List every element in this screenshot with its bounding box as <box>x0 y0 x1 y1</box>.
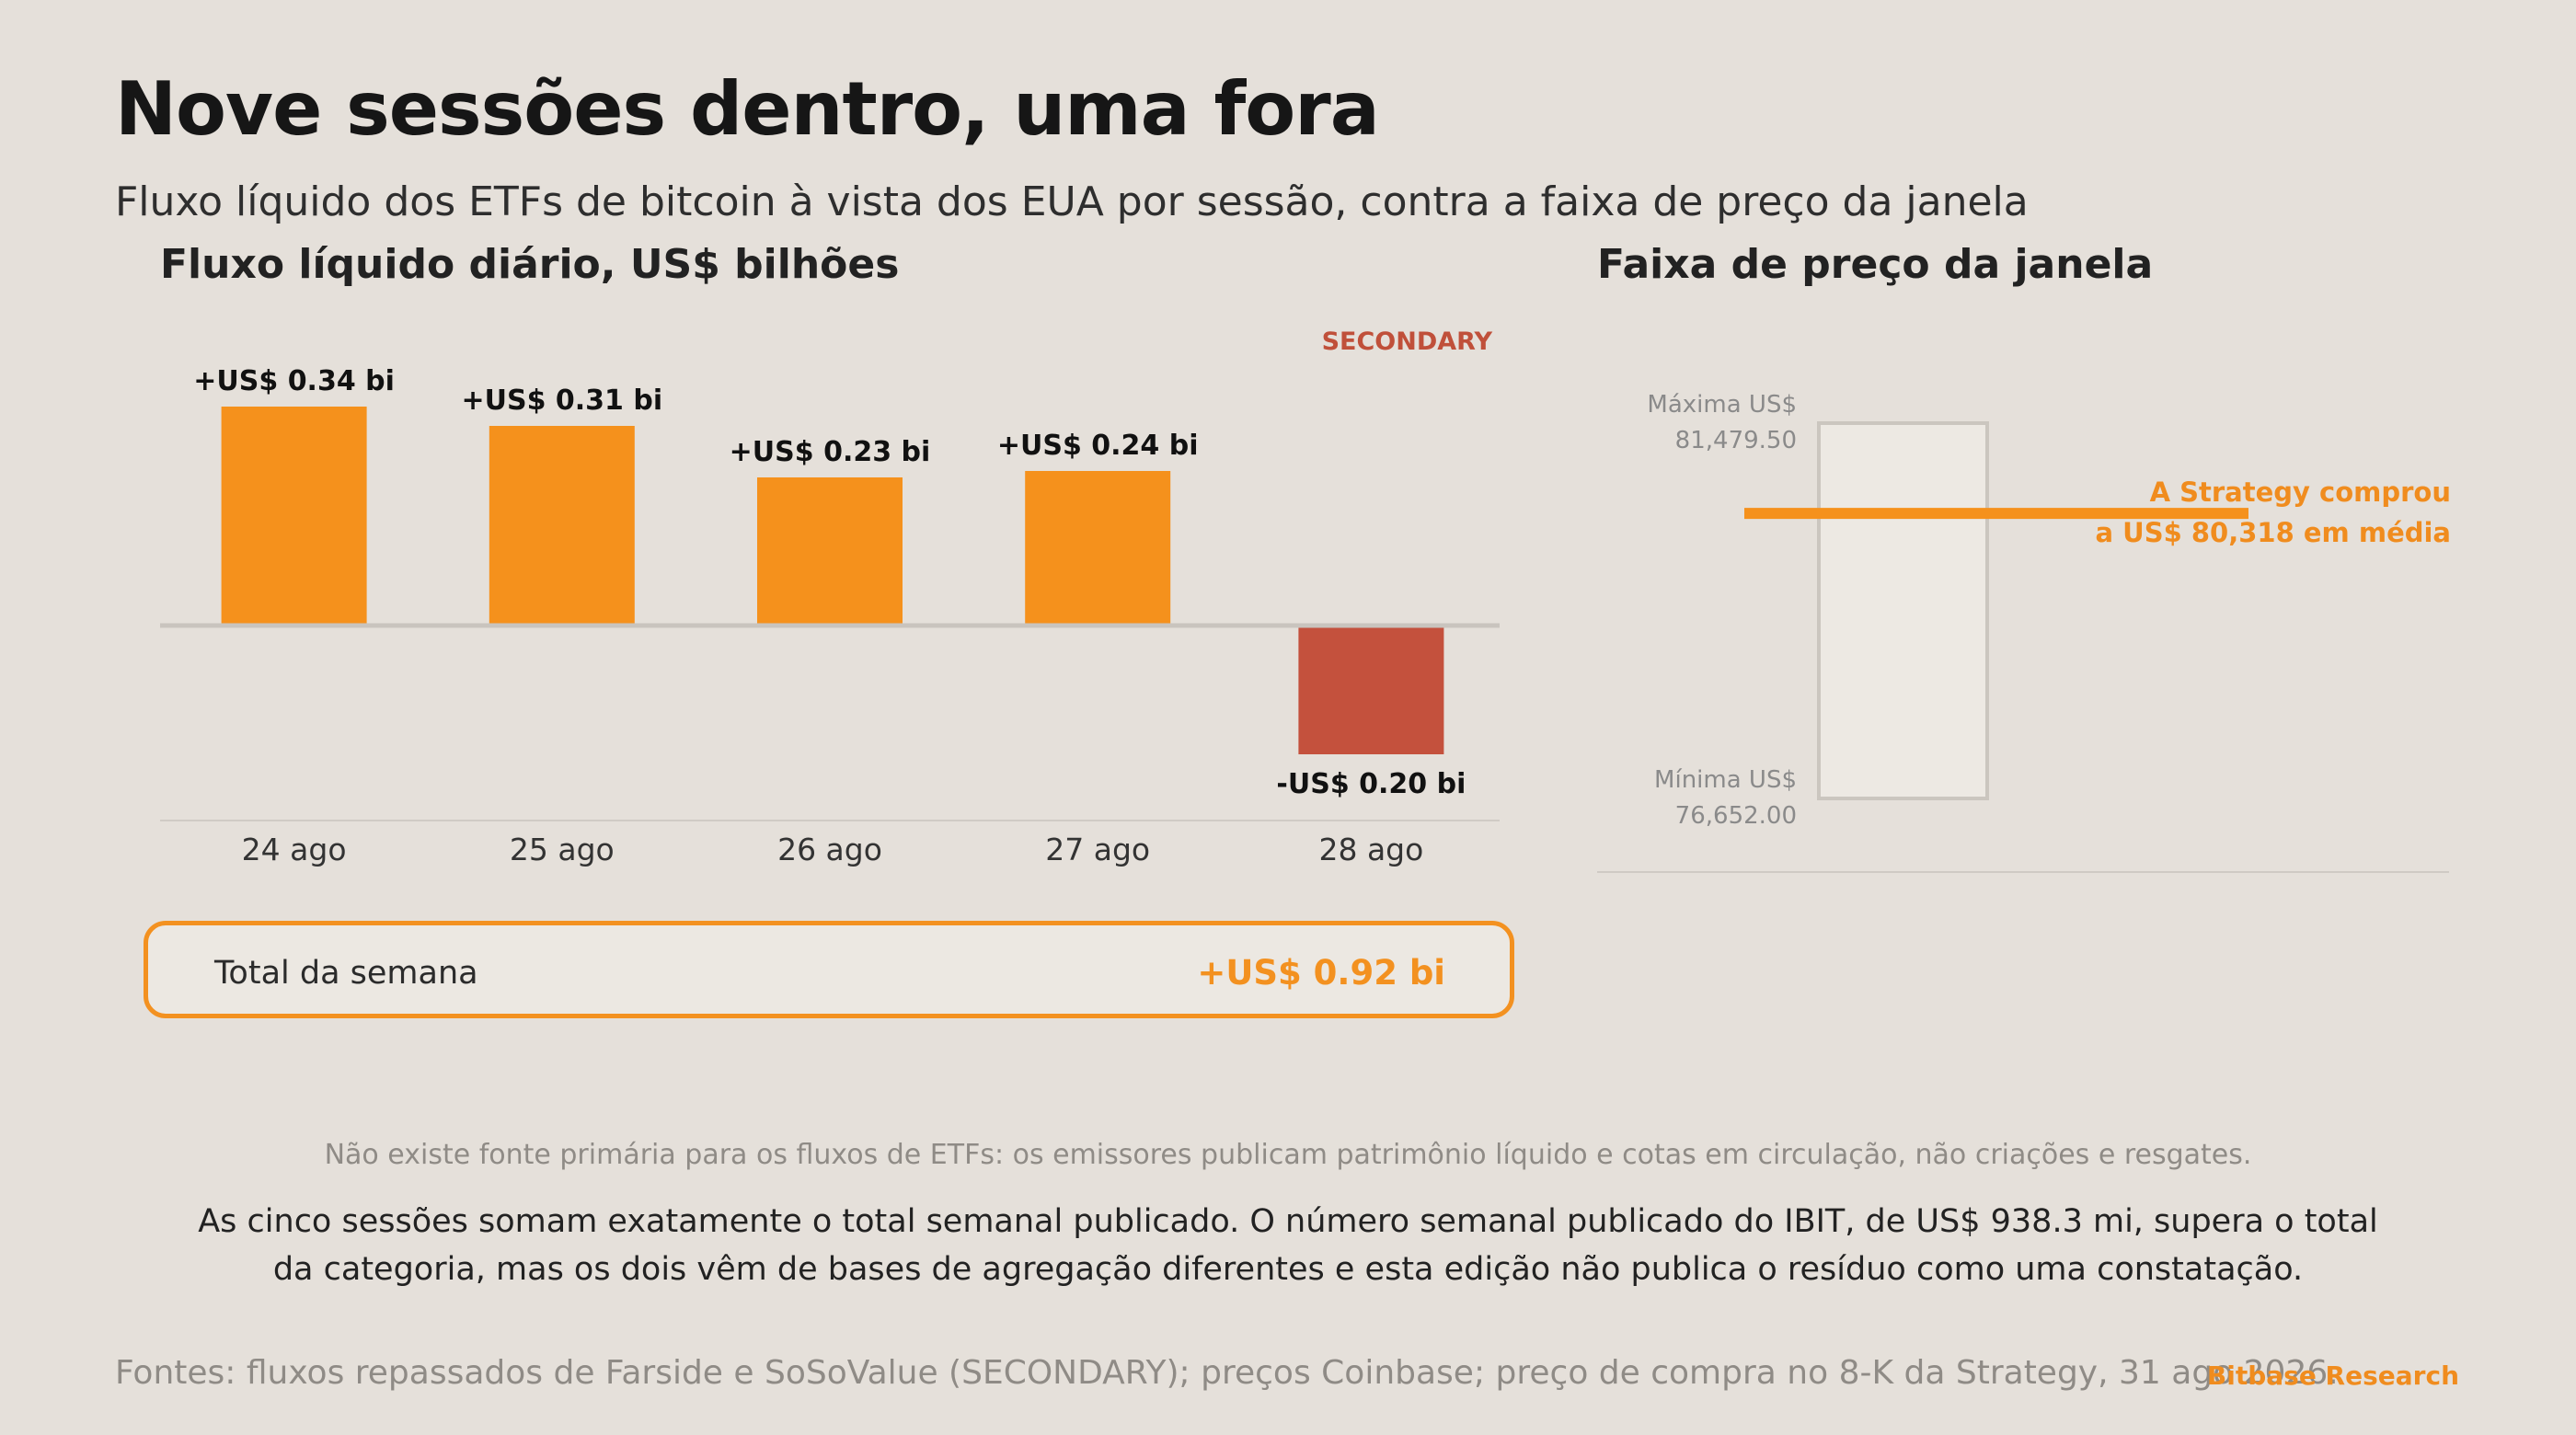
min-price-label-line2: 76,652.00 <box>1675 802 1797 830</box>
x-tick-label: 28 ago <box>1318 832 1423 867</box>
sources-note: Fontes: fluxos repassados de Farside e S… <box>115 1354 2339 1392</box>
page-subtitle: Fluxo líquido dos ETFs de bitcoin à vist… <box>115 178 2029 225</box>
weekly-total-box: Total da semana +US$ 0.92 bi <box>144 921 1514 1018</box>
strategy-note-line1: A Strategy comprou <box>2150 476 2451 508</box>
charts-canvas: SECONDARY +US$ 0.34 bi +US$ 0.31 bi +US$ 0… <box>160 327 2451 873</box>
x-tick-label: 26 ago <box>777 832 882 867</box>
min-price-label-line1: Mínima US$ <box>1654 766 1797 794</box>
explanatory-text: As cinco sessões somam exatamente o tota… <box>198 1203 2378 1288</box>
x-tick-label: 24 ago <box>242 832 347 867</box>
weekly-total-label: Total da semana <box>214 955 478 992</box>
bar-chart: SECONDARY +US$ 0.34 bi +US$ 0.31 bi +US$ 0… <box>160 327 1500 867</box>
x-tick-label: 27 ago <box>1045 832 1150 867</box>
max-price-label-line1: Máxima US$ <box>1647 391 1797 419</box>
max-price-label-line2: 81,479.50 <box>1675 427 1797 454</box>
weekly-total-value: +US$ 0.92 bi <box>1197 953 1445 993</box>
range-chart-title: Faixa de preço da janela <box>1597 241 2154 288</box>
bar-28-ago <box>1298 626 1444 754</box>
x-tick-label: 25 ago <box>510 832 615 867</box>
bar-25-ago <box>489 426 635 626</box>
caveat-note: Não existe fonte primária para os fluxos… <box>324 1139 2252 1171</box>
secondary-badge: SECONDARY <box>1322 327 1493 356</box>
bar-value-label: +US$ 0.23 bi <box>730 436 931 468</box>
bar-value-label: +US$ 0.31 bi <box>461 385 662 417</box>
price-range-box <box>1817 421 1989 800</box>
page-title: Nove sessões dentro, uma fora <box>115 66 1380 152</box>
bar-chart-title: Fluxo líquido diário, US$ bilhões <box>160 241 900 288</box>
bar-value-label: +US$ 0.34 bi <box>193 365 395 397</box>
bar-26-ago <box>757 477 903 626</box>
brand-label: Bitbase Research <box>2206 1360 2459 1391</box>
strategy-note-line2: a US$ 80,318 em média <box>2095 517 2451 548</box>
price-range-chart: Máxima US$ 81,479.50 Mínima US$ 76,652.0… <box>1597 391 2451 873</box>
bar-value-label: -US$ 0.20 bi <box>1276 768 1466 800</box>
bar-27-ago <box>1025 471 1171 626</box>
bar-value-label: +US$ 0.24 bi <box>997 430 1199 462</box>
bar-24-ago <box>221 407 367 626</box>
